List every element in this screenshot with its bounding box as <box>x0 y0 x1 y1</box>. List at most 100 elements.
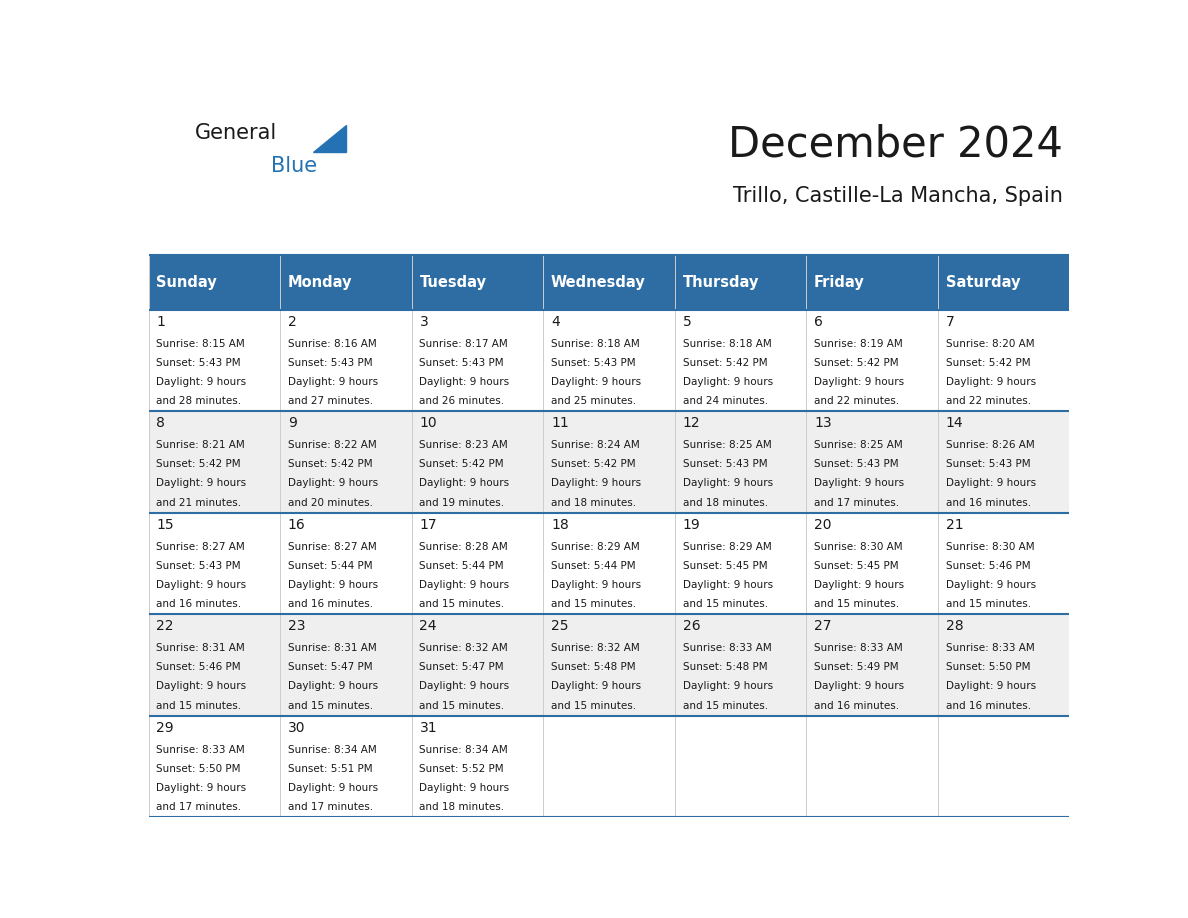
Text: Sunset: 5:44 PM: Sunset: 5:44 PM <box>551 561 636 571</box>
Text: Sunset: 5:46 PM: Sunset: 5:46 PM <box>157 662 241 672</box>
Text: Sunset: 5:42 PM: Sunset: 5:42 PM <box>682 358 767 368</box>
Text: 27: 27 <box>814 619 832 633</box>
Text: Sunrise: 8:20 AM: Sunrise: 8:20 AM <box>946 339 1035 349</box>
Text: Sunset: 5:47 PM: Sunset: 5:47 PM <box>419 662 504 672</box>
Bar <box>411 411 543 512</box>
Bar <box>280 255 411 309</box>
Bar <box>411 255 543 309</box>
Text: and 15 minutes.: and 15 minutes. <box>946 599 1031 610</box>
Text: 13: 13 <box>814 416 832 431</box>
Text: 31: 31 <box>419 721 437 734</box>
Text: and 17 minutes.: and 17 minutes. <box>157 802 241 812</box>
Bar <box>937 255 1069 309</box>
Text: and 22 minutes.: and 22 minutes. <box>946 397 1031 406</box>
Text: and 19 minutes.: and 19 minutes. <box>419 498 505 508</box>
Text: 7: 7 <box>946 315 954 329</box>
Text: Daylight: 9 hours: Daylight: 9 hours <box>814 377 904 387</box>
Text: Sunrise: 8:23 AM: Sunrise: 8:23 AM <box>419 440 508 450</box>
Text: Sunset: 5:43 PM: Sunset: 5:43 PM <box>946 459 1030 469</box>
Text: Sunset: 5:42 PM: Sunset: 5:42 PM <box>419 459 504 469</box>
Text: Sunrise: 8:32 AM: Sunrise: 8:32 AM <box>419 643 508 653</box>
Text: Sunrise: 8:15 AM: Sunrise: 8:15 AM <box>157 339 245 349</box>
Text: Sunset: 5:43 PM: Sunset: 5:43 PM <box>551 358 636 368</box>
Bar <box>543 512 675 614</box>
Text: Sunrise: 8:21 AM: Sunrise: 8:21 AM <box>157 440 245 450</box>
Text: Thursday: Thursday <box>682 274 759 290</box>
Text: Sunset: 5:44 PM: Sunset: 5:44 PM <box>419 561 504 571</box>
Bar <box>675 512 807 614</box>
Text: Sunrise: 8:25 AM: Sunrise: 8:25 AM <box>814 440 903 450</box>
Text: Sunset: 5:48 PM: Sunset: 5:48 PM <box>551 662 636 672</box>
Text: Sunset: 5:46 PM: Sunset: 5:46 PM <box>946 561 1030 571</box>
Text: Sunset: 5:49 PM: Sunset: 5:49 PM <box>814 662 898 672</box>
Text: Daylight: 9 hours: Daylight: 9 hours <box>682 377 772 387</box>
Text: Daylight: 9 hours: Daylight: 9 hours <box>287 377 378 387</box>
Text: Sunrise: 8:33 AM: Sunrise: 8:33 AM <box>157 744 245 755</box>
Text: Sunday: Sunday <box>157 274 217 290</box>
Bar <box>807 309 937 411</box>
Text: Daylight: 9 hours: Daylight: 9 hours <box>682 681 772 691</box>
Polygon shape <box>312 125 346 152</box>
Text: Wednesday: Wednesday <box>551 274 646 290</box>
Text: 28: 28 <box>946 619 963 633</box>
Text: and 16 minutes.: and 16 minutes. <box>946 498 1031 508</box>
Text: and 15 minutes.: and 15 minutes. <box>682 700 767 711</box>
Text: Sunset: 5:47 PM: Sunset: 5:47 PM <box>287 662 373 672</box>
Text: Sunset: 5:43 PM: Sunset: 5:43 PM <box>287 358 373 368</box>
Text: Sunrise: 8:17 AM: Sunrise: 8:17 AM <box>419 339 508 349</box>
Text: Tuesday: Tuesday <box>419 274 486 290</box>
Text: and 27 minutes.: and 27 minutes. <box>287 397 373 406</box>
Text: Daylight: 9 hours: Daylight: 9 hours <box>551 580 642 590</box>
Text: Sunset: 5:44 PM: Sunset: 5:44 PM <box>287 561 373 571</box>
Bar <box>937 411 1069 512</box>
Text: and 15 minutes.: and 15 minutes. <box>814 599 899 610</box>
Text: and 28 minutes.: and 28 minutes. <box>157 397 241 406</box>
Text: Sunrise: 8:25 AM: Sunrise: 8:25 AM <box>682 440 771 450</box>
Text: Daylight: 9 hours: Daylight: 9 hours <box>682 478 772 488</box>
Bar <box>411 309 543 411</box>
Text: Sunrise: 8:16 AM: Sunrise: 8:16 AM <box>287 339 377 349</box>
Text: and 15 minutes.: and 15 minutes. <box>419 700 505 711</box>
Text: Daylight: 9 hours: Daylight: 9 hours <box>946 580 1036 590</box>
Text: Daylight: 9 hours: Daylight: 9 hours <box>287 681 378 691</box>
Text: and 22 minutes.: and 22 minutes. <box>814 397 899 406</box>
Text: Sunrise: 8:28 AM: Sunrise: 8:28 AM <box>419 542 508 552</box>
Text: 14: 14 <box>946 416 963 431</box>
Text: Sunrise: 8:26 AM: Sunrise: 8:26 AM <box>946 440 1035 450</box>
Text: 23: 23 <box>287 619 305 633</box>
Text: 29: 29 <box>157 721 173 734</box>
Text: Daylight: 9 hours: Daylight: 9 hours <box>419 580 510 590</box>
Text: Sunset: 5:50 PM: Sunset: 5:50 PM <box>157 764 241 774</box>
Bar <box>937 715 1069 817</box>
Bar <box>411 715 543 817</box>
Text: and 15 minutes.: and 15 minutes. <box>551 599 636 610</box>
Bar <box>807 255 937 309</box>
Text: Sunrise: 8:29 AM: Sunrise: 8:29 AM <box>551 542 639 552</box>
Text: Sunset: 5:43 PM: Sunset: 5:43 PM <box>814 459 898 469</box>
Text: Sunrise: 8:22 AM: Sunrise: 8:22 AM <box>287 440 377 450</box>
Text: and 21 minutes.: and 21 minutes. <box>157 498 241 508</box>
Text: Daylight: 9 hours: Daylight: 9 hours <box>814 478 904 488</box>
Text: Daylight: 9 hours: Daylight: 9 hours <box>287 783 378 793</box>
Text: Daylight: 9 hours: Daylight: 9 hours <box>157 681 247 691</box>
Text: Sunset: 5:43 PM: Sunset: 5:43 PM <box>682 459 767 469</box>
Text: 8: 8 <box>157 416 165 431</box>
Text: December 2024: December 2024 <box>728 123 1062 165</box>
Text: Daylight: 9 hours: Daylight: 9 hours <box>157 377 247 387</box>
Text: Daylight: 9 hours: Daylight: 9 hours <box>419 783 510 793</box>
Text: Sunrise: 8:24 AM: Sunrise: 8:24 AM <box>551 440 639 450</box>
Text: Daylight: 9 hours: Daylight: 9 hours <box>682 580 772 590</box>
Text: and 15 minutes.: and 15 minutes. <box>551 700 636 711</box>
Bar <box>807 614 937 715</box>
Text: 11: 11 <box>551 416 569 431</box>
Text: and 18 minutes.: and 18 minutes. <box>419 802 505 812</box>
Bar <box>937 309 1069 411</box>
Text: Sunrise: 8:32 AM: Sunrise: 8:32 AM <box>551 643 639 653</box>
Text: Daylight: 9 hours: Daylight: 9 hours <box>419 377 510 387</box>
Text: Daylight: 9 hours: Daylight: 9 hours <box>287 580 378 590</box>
Text: 15: 15 <box>157 518 173 532</box>
Text: and 15 minutes.: and 15 minutes. <box>287 700 373 711</box>
Text: Daylight: 9 hours: Daylight: 9 hours <box>551 478 642 488</box>
Text: Trillo, Castille-La Mancha, Spain: Trillo, Castille-La Mancha, Spain <box>733 186 1062 207</box>
Text: Sunset: 5:42 PM: Sunset: 5:42 PM <box>551 459 636 469</box>
